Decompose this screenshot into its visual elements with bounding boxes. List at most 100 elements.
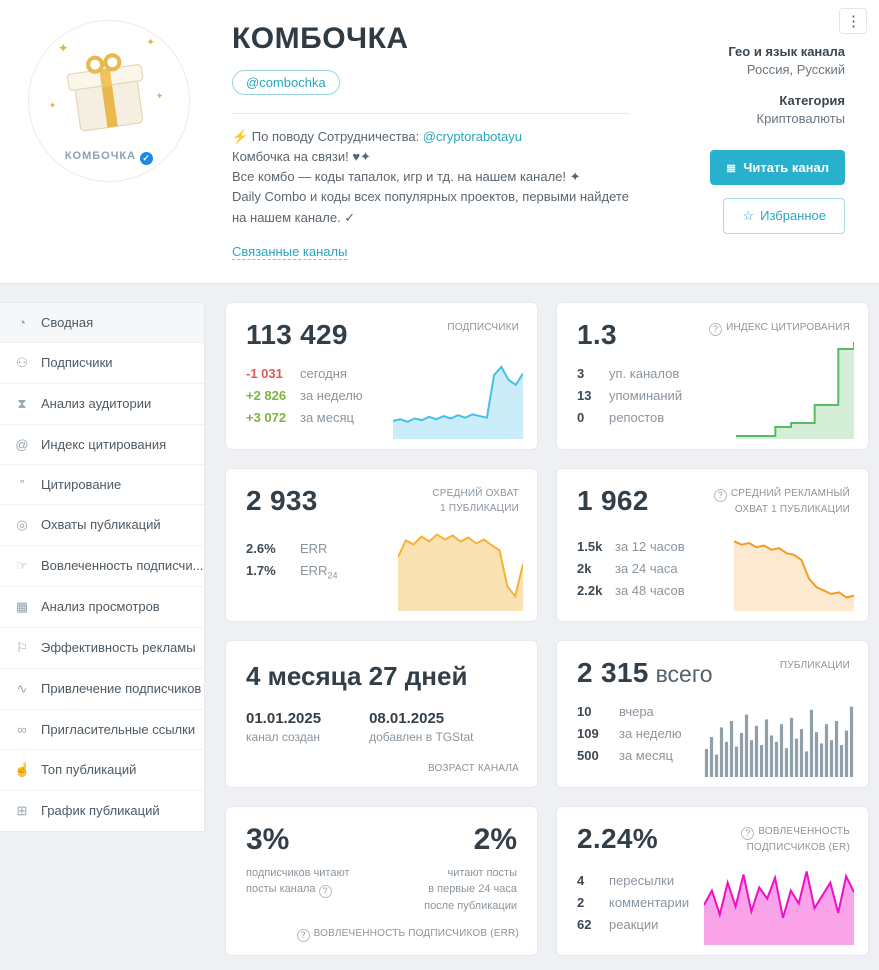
stat-channels: 3 уп. каналов bbox=[577, 365, 680, 381]
hand-icon: ☞ bbox=[16, 557, 28, 573]
stat-reactions: 62 реакции bbox=[577, 916, 659, 932]
stat-12h: 1.5k за 12 часов bbox=[577, 538, 685, 554]
geo-label: Гео и язык канала bbox=[728, 44, 845, 59]
sidebar-item-engagement[interactable]: ☞ Вовлеченность подписчи... bbox=[0, 546, 204, 587]
sidebar-item-summary[interactable]: ◔ Сводная bbox=[0, 302, 204, 343]
err-label: ? ВОВЛЕЧЕННОСТЬ ПОДПИСЧИКОВ (ERR) bbox=[296, 928, 519, 942]
channel-meta: Гео и язык канала Россия, Русский Катего… bbox=[630, 16, 865, 261]
err-right-block: 2% читают посты в первые 24 часа после пуб… bbox=[424, 822, 517, 912]
info-icon[interactable]: ? bbox=[709, 323, 723, 337]
sidebar-item-ad-efficiency[interactable]: ⚐ Эффективность рекламы bbox=[0, 628, 204, 669]
info-icon[interactable]: ? bbox=[741, 827, 755, 841]
subscribers-card: 113 429 ПОДПИСЧИКИ -1 031 сегодня +2 826 з… bbox=[225, 301, 538, 450]
megaphone-icon: ⚐ bbox=[16, 639, 28, 655]
stat-reposts: 0 репостов bbox=[577, 409, 665, 425]
link-icon: ∞ bbox=[17, 721, 27, 737]
svg-text:✦: ✦ bbox=[146, 38, 155, 49]
sidebar-item-citation-index[interactable]: @ Индекс цитирования bbox=[0, 425, 204, 465]
stat-posts-week: 109 за неделю bbox=[577, 725, 682, 741]
posts-label: ПУБЛИКАЦИИ bbox=[779, 659, 850, 671]
avg-reach-card: 2 933 СРЕДНИЙ ОХВАТ 1 ПУБЛИКАЦИИ 2.6% ERR … bbox=[225, 467, 538, 622]
quote-icon: ” bbox=[19, 476, 25, 492]
at-icon: @ bbox=[15, 436, 29, 452]
sidebar-item-views-analysis[interactable]: ▦ Анализ просмотров bbox=[0, 587, 204, 628]
citation-sparkline bbox=[736, 339, 854, 439]
summary-cards: 113 429 ПОДПИСЧИКИ -1 031 сегодня +2 826 з… bbox=[225, 301, 869, 970]
gauge-icon: ◔ bbox=[18, 314, 26, 330]
calendar-icon: ⊞ bbox=[16, 802, 28, 818]
bar-chart-icon: ▦ bbox=[15, 598, 29, 614]
channel-age-value: 4 месяца 27 дней bbox=[246, 660, 468, 691]
posts-card: 2 315 всего ПУБЛИКАЦИИ 10 вчера 109 за неде… bbox=[556, 639, 869, 788]
sidebar-item-citations[interactable]: ” Цитирование bbox=[0, 465, 204, 505]
sidebar-item-subscribers[interactable]: ⚇ Подписчики bbox=[0, 343, 204, 384]
added-date-block: 08.01.2025 добавлен в TGStat bbox=[369, 709, 474, 744]
category-label: Категория bbox=[779, 93, 845, 108]
gift-illustration: ✦ ✦ ✦ ✦ bbox=[48, 38, 164, 132]
channel-description: ⚡ По поводу Сотрудничества: @cryptorabot… bbox=[232, 113, 630, 228]
avatar-caption: КОМБОЧКА ✓ bbox=[29, 150, 189, 165]
more-menu-button[interactable]: ⋮ bbox=[839, 8, 867, 34]
ad-reach-label: ? СРЕДНИЙ РЕКЛАМНЫЙ ОХВАТ 1 ПУБЛИКАЦИИ bbox=[713, 486, 850, 518]
er-sparkline bbox=[704, 865, 854, 945]
stat-yesterday: 10 вчера bbox=[577, 703, 654, 719]
users-icon: ⚇ bbox=[16, 354, 28, 370]
err-left-block: 3% подписчиков читают посты канала ? bbox=[246, 823, 373, 915]
posts-bar-chart bbox=[704, 697, 854, 777]
stat-err: 2.6% ERR bbox=[246, 540, 328, 556]
sidebar-item-invite-links[interactable]: ∞ Пригласительные ссылки bbox=[0, 710, 204, 750]
stat-comments: 2 комментарии bbox=[577, 894, 690, 910]
ad-reach-sparkline bbox=[734, 526, 854, 611]
citation-index-card: 1.3 ? ИНДЕКС ЦИТИРОВАНИЯ 3 уп. каналов 13 у… bbox=[556, 301, 869, 450]
stat-posts-month: 500 за месяц bbox=[577, 747, 673, 763]
hourglass-icon: ⧗ bbox=[17, 395, 27, 411]
info-icon[interactable]: ? bbox=[318, 885, 332, 899]
stat-month: +3 072 за месяц bbox=[246, 409, 354, 425]
channel-age-label: ВОЗРАСТ КАНАЛА bbox=[427, 762, 519, 774]
favorite-button[interactable]: ☆ Избранное bbox=[723, 198, 845, 234]
stat-48h: 2.2k за 48 часов bbox=[577, 582, 685, 598]
dots-icon: ⋮ bbox=[846, 13, 861, 30]
citation-index-value: 1.3 bbox=[577, 318, 617, 350]
subscribers-value: 113 429 bbox=[246, 318, 348, 350]
channel-header: ⋮ ✦ ✦ ✦ ✦ bbox=[0, 0, 879, 284]
stat-forwards: 4 пересылки bbox=[577, 872, 675, 888]
er-card: 2.24% ? ВОВЛЕЧЕННОСТЬ ПОДПИСЧИКОВ (ER) 4 пе… bbox=[556, 805, 869, 956]
mention-link[interactable]: @cryptorabotayu bbox=[422, 129, 522, 144]
svg-text:✦: ✦ bbox=[156, 91, 164, 101]
info-icon[interactable]: ? bbox=[296, 928, 310, 942]
thumbs-up-icon: ☝ bbox=[14, 761, 31, 777]
star-icon: ☆ bbox=[742, 208, 755, 223]
avatar: ✦ ✦ ✦ ✦ КОМБОЧКА ✓ bbox=[14, 16, 204, 261]
username-badge[interactable]: @combochka bbox=[232, 70, 340, 95]
sidebar-item-subscriber-attraction[interactable]: ∿ Привлечение подписчиков bbox=[0, 669, 204, 710]
created-date-block: 01.01.2025 канал создан bbox=[246, 709, 322, 744]
info-icon[interactable]: ? bbox=[713, 489, 727, 503]
channel-age-card: 4 месяца 27 дней 01.01.2025 канал создан… bbox=[225, 639, 538, 788]
category-link[interactable]: Криптовалюты bbox=[756, 111, 845, 126]
subscribers-label: ПОДПИСЧИКИ bbox=[447, 321, 519, 333]
trend-icon: ∿ bbox=[16, 680, 28, 696]
sidebar-item-audience[interactable]: ⧗ Анализ аудитории bbox=[0, 384, 204, 425]
stat-err24: 1.7% ERR24 bbox=[246, 562, 338, 581]
target-icon: ◎ bbox=[16, 516, 28, 532]
related-channels-link[interactable]: Связанные каналы bbox=[232, 243, 348, 260]
read-channel-button[interactable]: ≣ Читать канал bbox=[710, 150, 845, 185]
ad-reach-card: 1 962 ? СРЕДНИЙ РЕКЛАМНЫЙ ОХВАТ 1 ПУБЛИКАЦ… bbox=[556, 467, 869, 622]
sidebar-item-post-reach[interactable]: ◎ Охваты публикаций bbox=[0, 505, 204, 546]
sidebar-item-top-posts[interactable]: ☝ Топ публикаций bbox=[0, 750, 204, 791]
subscribers-sparkline bbox=[393, 357, 523, 439]
stat-week: +2 826 за неделю bbox=[246, 387, 363, 403]
page-title: КОМБОЧКА bbox=[232, 22, 409, 55]
svg-text:✦: ✦ bbox=[48, 100, 56, 110]
er-label: ? ВОВЛЕЧЕННОСТЬ ПОДПИСЧИКОВ (ER) bbox=[741, 824, 850, 856]
geo-value: Россия, Русский bbox=[746, 62, 845, 77]
list-icon: ≣ bbox=[726, 161, 737, 175]
stat-mentions: 13 упоминаний bbox=[577, 387, 683, 403]
svg-text:✦: ✦ bbox=[58, 41, 69, 56]
stat-24h: 2k за 24 часа bbox=[577, 560, 678, 576]
posts-value: 2 315 всего bbox=[577, 656, 713, 688]
sidebar-item-post-schedule[interactable]: ⊞ График публикаций bbox=[0, 791, 204, 831]
avg-reach-sparkline bbox=[398, 513, 523, 611]
ad-reach-value: 1 962 bbox=[577, 484, 649, 516]
